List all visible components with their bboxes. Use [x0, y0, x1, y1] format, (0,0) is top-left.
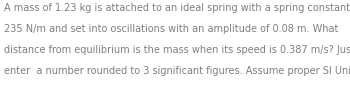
Text: distance from equilibrium is the mass when its speed is 0.387 m/s? Just: distance from equilibrium is the mass wh…: [4, 45, 350, 55]
Text: A mass of 1.23 kg is attached to an ideal spring with a spring constant of: A mass of 1.23 kg is attached to an idea…: [4, 3, 350, 13]
Text: 235 N/m and set into oscillations with an amplitude of 0.08 m. What: 235 N/m and set into oscillations with a…: [4, 24, 338, 34]
Text: enter  a number rounded to 3 significant figures. Assume proper SI Units.: enter a number rounded to 3 significant …: [4, 66, 350, 76]
